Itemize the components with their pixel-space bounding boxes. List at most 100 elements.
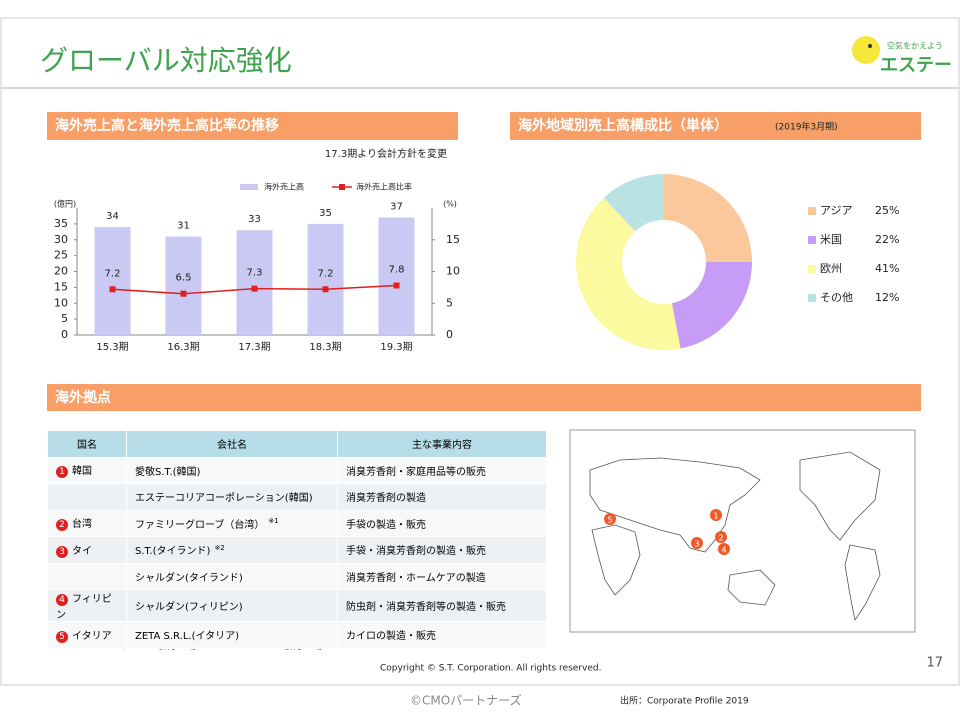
logo-eye bbox=[868, 44, 872, 48]
table-row: エステーコリアコーポレーション(韓国) 消臭芳香剤の製造 bbox=[47, 483, 547, 511]
table-header: 主な事業内容 bbox=[337, 430, 547, 458]
line-marker bbox=[109, 286, 116, 293]
table-row: 5 イタリア ZETA S.R.L.(イタリア) カイロの製造・販売 bbox=[47, 621, 547, 649]
business-cell: 消臭芳香剤の製造 bbox=[337, 483, 547, 511]
marker: 3 bbox=[56, 545, 68, 558]
line-marker bbox=[322, 286, 329, 293]
line-value-label: 6.5 bbox=[176, 273, 192, 284]
section-bar bbox=[510, 112, 921, 140]
y-tick-label: 25 bbox=[54, 249, 68, 262]
bar bbox=[378, 217, 415, 335]
legend-swatch bbox=[808, 294, 816, 302]
marker: 2 bbox=[56, 519, 68, 532]
company: シャルダン(タイランド) bbox=[135, 572, 243, 584]
section-title: 海外拠点 bbox=[55, 389, 111, 406]
country-cell bbox=[47, 483, 127, 511]
y2-tick-label: 0 bbox=[446, 328, 453, 341]
company: ZETA S.R.L.(イタリア) bbox=[135, 631, 239, 643]
business-cell: 手袋の製造・販売 bbox=[337, 509, 547, 537]
table-header: 会社名 bbox=[126, 430, 338, 458]
map-marker-label: 4 bbox=[721, 546, 726, 555]
x-tick-label: 18.3期 bbox=[309, 341, 341, 353]
bar bbox=[307, 223, 344, 335]
map-marker bbox=[718, 543, 730, 555]
map-marker-label: 2 bbox=[718, 534, 723, 543]
country: 韓国 bbox=[72, 466, 92, 478]
y-tick-label: 0 bbox=[61, 328, 68, 341]
map-marker-label: 3 bbox=[694, 540, 699, 549]
line-value-label: 7.8 bbox=[389, 264, 405, 275]
value-label: 12% bbox=[875, 291, 899, 304]
table-row: 4 フィリピン シャルダン(フィリピン) 防虫剤・消臭芳香剤等の製造・販売 bbox=[47, 589, 547, 622]
line-value-label: 7.2 bbox=[105, 268, 121, 279]
annotation: 17.3期より会計方針を変更 bbox=[325, 147, 447, 160]
map-marker-label: 5 bbox=[607, 516, 612, 525]
bar-value-label: 35 bbox=[319, 208, 332, 219]
copyright: Copyright © S.T. Corporation. All rights… bbox=[380, 664, 601, 674]
bar bbox=[165, 236, 202, 335]
north-america bbox=[799, 451, 881, 541]
country: イタリア bbox=[72, 630, 112, 642]
line-marker bbox=[251, 285, 258, 292]
logo-tagline: 空気をかえよう bbox=[887, 41, 943, 51]
bar-value-label: 31 bbox=[177, 221, 190, 232]
company-cell: エステーコリアコーポレーション(韓国) bbox=[126, 483, 338, 511]
y-tick-label: 10 bbox=[54, 296, 68, 309]
map-marker bbox=[604, 513, 616, 525]
legend-swatch bbox=[808, 236, 816, 244]
south-america bbox=[844, 544, 881, 622]
legend-label: 海外売上高 bbox=[264, 182, 304, 192]
company: エステーコリアコーポレーション(韓国) bbox=[135, 493, 313, 505]
chart-title: 海外地域別売上高構成比（単体） bbox=[518, 117, 728, 134]
bar-value-label: 37 bbox=[390, 202, 403, 213]
page-number: 17 bbox=[926, 656, 943, 671]
country: フィリピン bbox=[56, 594, 112, 621]
x-tick-label: 19.3期 bbox=[380, 341, 412, 353]
bar-value-label: 34 bbox=[106, 211, 119, 222]
map-marker-label: 1 bbox=[713, 512, 718, 521]
line-value-label: 7.3 bbox=[247, 268, 263, 279]
value-label: 25% bbox=[875, 204, 899, 217]
map-marker bbox=[710, 509, 722, 521]
legend-label: その他 bbox=[820, 291, 853, 304]
business-cell: カイロの製造・販売 bbox=[337, 621, 547, 649]
value-label: 22% bbox=[875, 233, 899, 246]
y2-tick-label: 10 bbox=[446, 265, 460, 278]
y2-tick-label: 15 bbox=[446, 233, 460, 246]
company-cell: S.T.(タイランド) ※2 bbox=[126, 536, 338, 564]
legend-swatch bbox=[808, 207, 816, 215]
pie-slice bbox=[603, 174, 664, 232]
legend-label: 欧州 bbox=[820, 262, 842, 275]
section-bar bbox=[47, 112, 458, 140]
pie-slice bbox=[664, 174, 752, 262]
y-tick-label: 5 bbox=[61, 312, 68, 325]
company: シャルダン(フィリピン) bbox=[135, 602, 243, 613]
line-marker bbox=[180, 290, 187, 297]
company-cell: 愛敬S.T.(韓国) bbox=[126, 456, 338, 484]
business-cell: 手袋・消臭芳香剤の製造・販売 bbox=[337, 536, 547, 564]
pie-slice bbox=[671, 262, 752, 349]
chart-subtitle: (2019年3月期) bbox=[775, 121, 838, 133]
y2-axis-title: (%) bbox=[443, 200, 457, 209]
company: ファミリーグローブ（台湾） bbox=[135, 519, 265, 531]
country-cell: 4 フィリピン bbox=[47, 589, 127, 622]
chart-title: 海外売上高と海外売上高比率の推移 bbox=[55, 117, 279, 134]
bar bbox=[94, 227, 131, 335]
country: タイ bbox=[72, 545, 92, 557]
business-cell: 消臭芳香剤・家庭用品等の販売 bbox=[337, 456, 547, 484]
legend-label: 米国 bbox=[820, 233, 842, 246]
slide-title: グローバル対応強化 bbox=[40, 44, 292, 77]
legend-swatch bbox=[240, 184, 258, 190]
company: S.T.(タイランド) bbox=[135, 546, 211, 558]
africa bbox=[591, 524, 641, 596]
section-bar bbox=[47, 384, 921, 411]
marker: 4 bbox=[56, 594, 68, 606]
country: 台湾 bbox=[72, 519, 92, 531]
bar bbox=[236, 230, 273, 335]
map-marker bbox=[691, 537, 703, 549]
note: ※2 bbox=[214, 543, 225, 552]
y2-tick-label: 5 bbox=[446, 296, 453, 309]
source: 出所：Corporate Profile 2019 bbox=[620, 695, 749, 707]
marker: 5 bbox=[56, 630, 68, 643]
company-cell: シャルダン(フィリピン) bbox=[126, 589, 338, 622]
